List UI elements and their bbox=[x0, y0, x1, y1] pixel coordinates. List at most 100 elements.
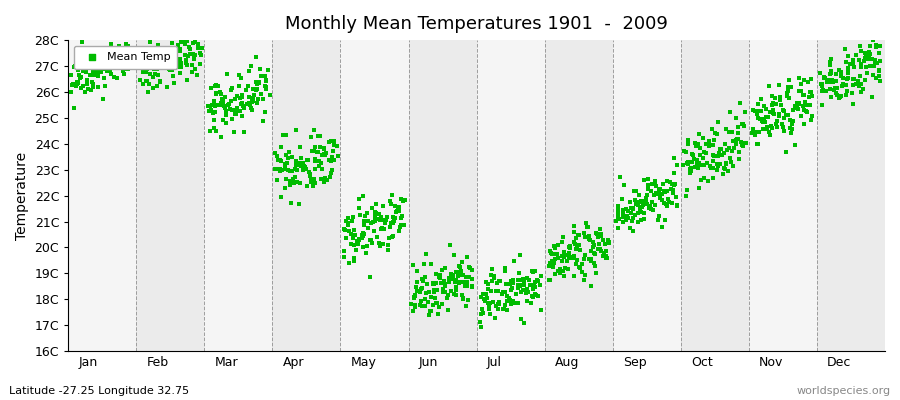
Point bbox=[872, 68, 886, 74]
Point bbox=[436, 286, 450, 292]
Point bbox=[658, 216, 672, 223]
Point bbox=[285, 168, 300, 174]
Point bbox=[850, 77, 865, 84]
Point bbox=[700, 178, 715, 184]
Bar bbox=[613, 40, 680, 351]
Point bbox=[424, 261, 438, 267]
Point bbox=[226, 107, 240, 113]
Point bbox=[421, 299, 436, 305]
Point bbox=[632, 199, 646, 205]
Point bbox=[616, 219, 631, 225]
Point bbox=[504, 287, 518, 293]
Point bbox=[515, 281, 529, 288]
Point bbox=[723, 155, 737, 161]
Point bbox=[256, 96, 270, 103]
Point bbox=[483, 310, 498, 317]
Point bbox=[67, 105, 81, 112]
Point bbox=[854, 88, 868, 95]
Point bbox=[587, 242, 601, 248]
Point bbox=[354, 212, 368, 218]
Point bbox=[308, 155, 322, 162]
Point bbox=[407, 294, 421, 300]
Point bbox=[690, 157, 705, 163]
Point bbox=[734, 139, 749, 145]
Point bbox=[443, 242, 457, 248]
Point bbox=[163, 55, 177, 62]
Point bbox=[388, 203, 402, 209]
Point bbox=[289, 162, 303, 168]
Point bbox=[508, 291, 523, 297]
Point bbox=[233, 74, 248, 81]
Point bbox=[824, 78, 838, 85]
Point bbox=[341, 222, 356, 228]
Point bbox=[86, 68, 100, 74]
Point bbox=[177, 52, 192, 58]
Point bbox=[367, 217, 382, 224]
Point bbox=[166, 47, 181, 54]
Point bbox=[531, 292, 545, 299]
Point bbox=[841, 64, 855, 71]
Point bbox=[304, 178, 319, 185]
Point bbox=[142, 38, 157, 45]
Point bbox=[303, 170, 318, 177]
Point bbox=[107, 61, 122, 68]
Point bbox=[89, 69, 104, 75]
Point bbox=[405, 262, 419, 268]
Point bbox=[418, 303, 432, 309]
Point bbox=[680, 160, 695, 167]
Point bbox=[139, 68, 153, 75]
Point bbox=[777, 108, 791, 114]
Point bbox=[245, 99, 259, 106]
Point bbox=[815, 88, 830, 94]
Point bbox=[259, 86, 274, 92]
Point bbox=[117, 48, 131, 54]
Point bbox=[861, 50, 876, 56]
Point bbox=[660, 188, 674, 194]
Point bbox=[285, 154, 300, 161]
Point bbox=[781, 112, 796, 118]
Point bbox=[746, 126, 760, 132]
Point bbox=[824, 56, 838, 62]
Point bbox=[251, 96, 266, 103]
Point bbox=[728, 141, 742, 148]
Point bbox=[166, 73, 181, 79]
Point bbox=[116, 47, 130, 54]
Point bbox=[729, 115, 743, 121]
Point bbox=[530, 276, 544, 283]
Point bbox=[777, 128, 791, 134]
Point bbox=[428, 300, 443, 306]
Point bbox=[444, 288, 458, 294]
Point bbox=[642, 205, 656, 212]
Point bbox=[235, 113, 249, 119]
Point bbox=[745, 130, 760, 137]
Point bbox=[482, 281, 496, 287]
Point bbox=[501, 295, 516, 302]
Point bbox=[616, 214, 630, 220]
Point bbox=[829, 70, 843, 77]
Point bbox=[562, 255, 577, 262]
Point bbox=[160, 58, 175, 64]
Point bbox=[670, 201, 684, 208]
Point bbox=[867, 62, 881, 69]
Point bbox=[461, 296, 475, 303]
Point bbox=[817, 74, 832, 80]
Point bbox=[773, 97, 788, 103]
Point bbox=[557, 253, 572, 260]
Point bbox=[352, 236, 366, 243]
Title: Monthly Mean Temperatures 1901  -  2009: Monthly Mean Temperatures 1901 - 2009 bbox=[285, 15, 668, 33]
Point bbox=[565, 255, 580, 261]
Point bbox=[210, 82, 224, 88]
Point bbox=[833, 93, 848, 99]
Point bbox=[136, 81, 150, 87]
Point bbox=[186, 40, 201, 46]
Point bbox=[65, 82, 79, 88]
Point bbox=[566, 253, 580, 260]
Point bbox=[640, 201, 654, 208]
Point bbox=[244, 105, 258, 112]
Point bbox=[628, 212, 643, 218]
Point bbox=[246, 86, 260, 93]
Point bbox=[598, 241, 612, 248]
Point bbox=[392, 208, 406, 214]
Point bbox=[253, 66, 267, 72]
Point bbox=[482, 306, 496, 312]
